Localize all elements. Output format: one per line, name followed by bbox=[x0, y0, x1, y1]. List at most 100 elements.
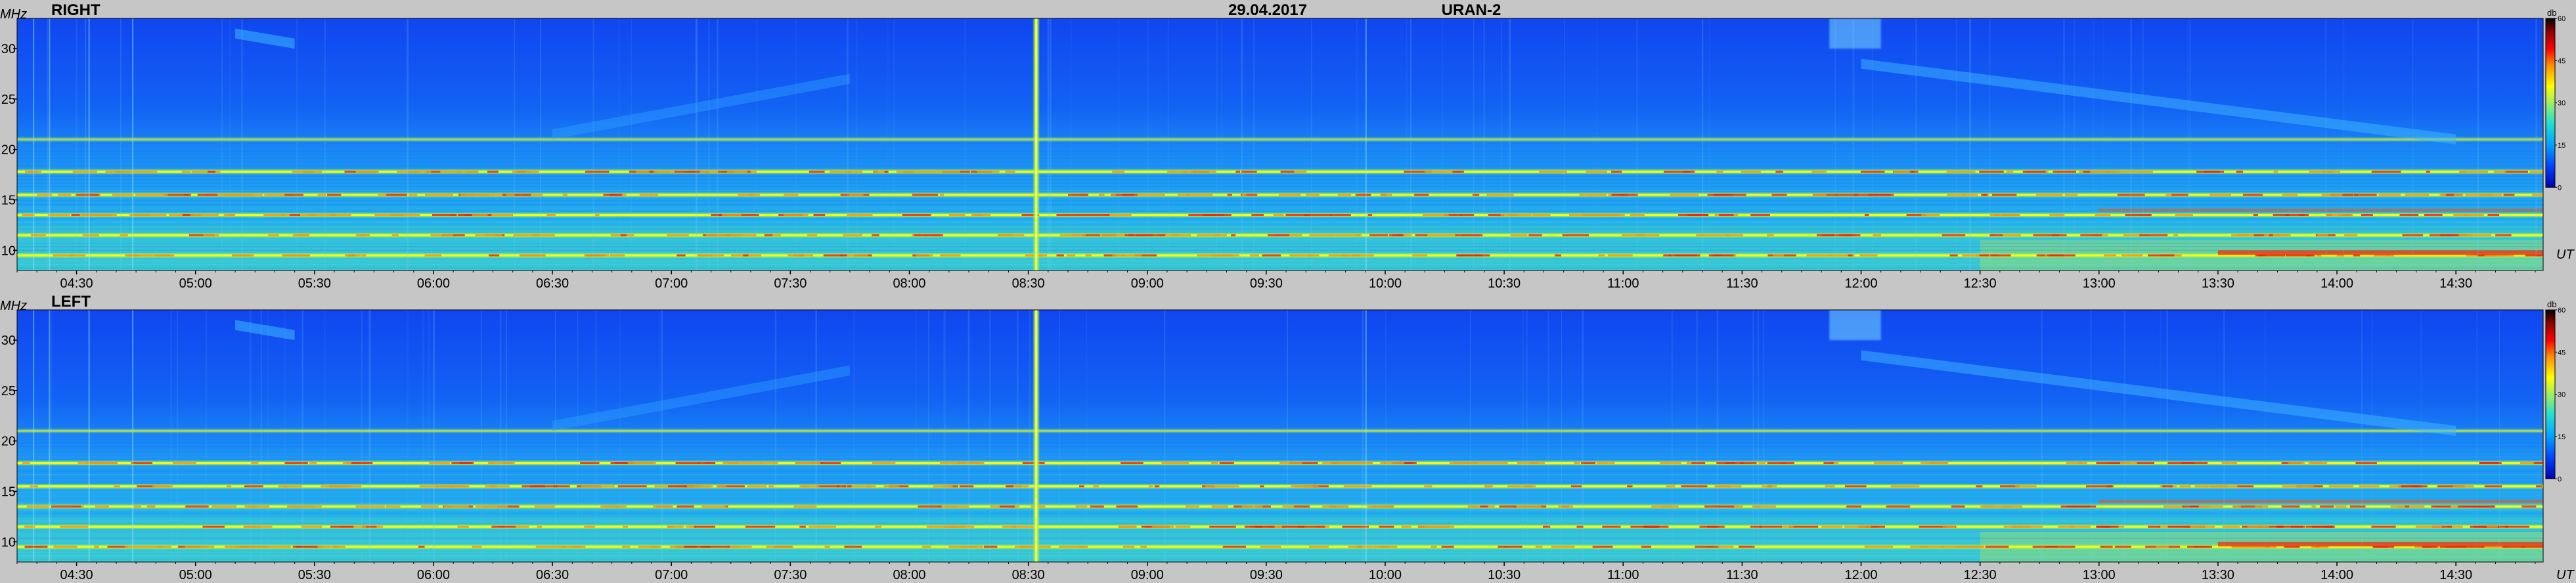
band-speckle bbox=[1846, 506, 1861, 508]
heatmap-lowband bbox=[17, 225, 2543, 270]
band-speckle bbox=[610, 254, 625, 257]
band-speckle bbox=[1427, 234, 1457, 236]
heatmap-striation bbox=[17, 538, 2543, 539]
band-speckle bbox=[1190, 170, 1216, 173]
rfi-line bbox=[2477, 18, 2479, 270]
rfi-line-strong bbox=[33, 310, 35, 562]
band-speckle bbox=[1726, 234, 1744, 236]
band-speckle bbox=[2437, 485, 2465, 488]
band-speckle bbox=[1691, 462, 1706, 464]
band-speckle bbox=[70, 254, 85, 257]
band-speckle bbox=[1188, 214, 1217, 217]
band-speckle bbox=[1576, 525, 1584, 528]
band-speckle bbox=[717, 485, 745, 488]
band-speckle bbox=[361, 254, 366, 257]
band-speckle bbox=[809, 170, 825, 173]
band-red-right bbox=[2217, 250, 2543, 255]
band-speckle bbox=[745, 214, 759, 217]
rfi-line bbox=[1216, 18, 1218, 270]
band-speckle bbox=[2422, 546, 2432, 548]
rfi-line bbox=[267, 310, 269, 562]
band-speckle bbox=[472, 214, 488, 217]
band-speckle bbox=[2445, 194, 2454, 196]
band-speckle bbox=[58, 194, 72, 196]
band-speckle bbox=[2060, 506, 2077, 508]
band-speckle bbox=[326, 194, 342, 196]
band-speckle bbox=[1022, 462, 1045, 464]
band-speckle bbox=[1014, 546, 1024, 548]
band-speckle bbox=[2163, 506, 2185, 508]
band-speckle bbox=[1157, 234, 1179, 236]
band-speckle bbox=[487, 462, 493, 464]
band-speckle bbox=[2273, 214, 2290, 217]
band-speckle bbox=[516, 170, 539, 173]
rfi-line bbox=[1716, 310, 1719, 562]
heatmap-striation bbox=[17, 239, 2543, 240]
band-speckle bbox=[1011, 525, 1037, 528]
band-speckle bbox=[1148, 485, 1153, 488]
band-speckle bbox=[181, 170, 190, 173]
rfi-line bbox=[1752, 310, 1754, 562]
heatmap-striation bbox=[17, 218, 2543, 219]
band-speckle bbox=[1197, 234, 1227, 236]
band-speckle bbox=[1441, 170, 1462, 173]
heatmap-striation bbox=[17, 162, 2543, 163]
band-speckle bbox=[1821, 525, 1843, 528]
band-speckle bbox=[997, 234, 1013, 236]
band-speckle bbox=[2181, 462, 2208, 464]
band-speckle bbox=[2390, 506, 2405, 508]
band-speckle bbox=[1500, 214, 1516, 217]
rfi-line bbox=[2166, 310, 2168, 562]
rfi-line bbox=[2123, 310, 2126, 562]
band-speckle bbox=[1335, 234, 1360, 236]
band-speckle bbox=[1488, 214, 1505, 217]
heatmap-striation bbox=[17, 541, 2543, 543]
band-speckle bbox=[129, 170, 158, 173]
band-speckle bbox=[2095, 214, 2111, 217]
band-core bbox=[17, 506, 2543, 508]
band-speckle bbox=[1767, 234, 1774, 236]
band-speckle bbox=[1175, 525, 1191, 528]
band-speckle bbox=[1197, 254, 1225, 257]
band-speckle bbox=[940, 462, 966, 464]
rfi-line bbox=[696, 18, 698, 270]
band-speckle bbox=[2281, 462, 2292, 464]
y-tick-label: 20 bbox=[1, 143, 16, 158]
band-speckle bbox=[950, 525, 966, 528]
rfi-line bbox=[428, 310, 430, 562]
band-speckle bbox=[896, 170, 910, 173]
band-speckle bbox=[297, 214, 317, 217]
band-speckle bbox=[2258, 254, 2266, 257]
colorbar-tick-label: 30 bbox=[2558, 391, 2565, 399]
rfi-line bbox=[619, 310, 621, 562]
header-date: 29.04.2017 bbox=[1228, 1, 1307, 19]
band-speckle bbox=[677, 254, 686, 257]
band-speckle bbox=[816, 462, 841, 464]
band-speckle bbox=[1983, 506, 2012, 508]
rfi-line bbox=[2142, 18, 2144, 270]
band-speckle bbox=[1812, 194, 1827, 196]
band-speckle bbox=[1598, 254, 1605, 257]
heatmap-striation bbox=[17, 183, 2543, 184]
band-speckle bbox=[738, 194, 760, 196]
band-speckle bbox=[2473, 506, 2495, 508]
band-speckle bbox=[1482, 462, 1508, 464]
heatmap-striation bbox=[17, 449, 2543, 451]
band-speckle bbox=[1860, 170, 1885, 173]
rfi-line bbox=[2187, 18, 2189, 270]
rfi-line bbox=[407, 310, 409, 562]
x-tick-label: 09:30 bbox=[1250, 568, 1283, 582]
rfi-line bbox=[1356, 18, 1358, 270]
band-speckle bbox=[2429, 234, 2444, 236]
band-speckle bbox=[2502, 546, 2525, 548]
band-speckle bbox=[1424, 485, 1432, 488]
heatmap-striation bbox=[17, 509, 2543, 511]
band-speckle bbox=[376, 525, 384, 528]
band-speckle bbox=[2138, 170, 2153, 173]
band-speckle bbox=[472, 546, 482, 548]
rfi-line bbox=[1955, 18, 1958, 270]
band-speckle bbox=[1928, 462, 1949, 464]
band-speckle bbox=[2470, 525, 2485, 528]
band-speckle bbox=[2173, 234, 2179, 236]
